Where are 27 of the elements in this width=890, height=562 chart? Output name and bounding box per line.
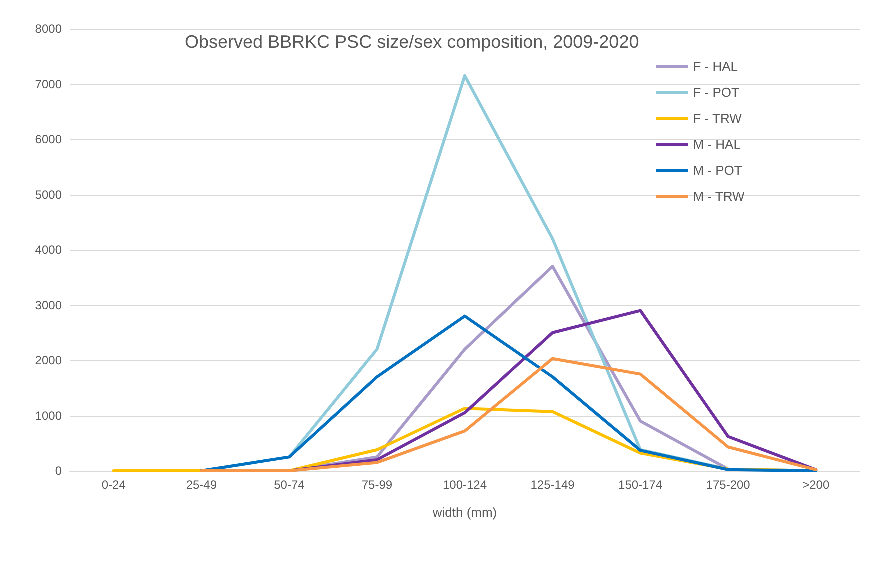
x-tick-label: 175-200 [706, 478, 751, 492]
x-tick-label: 0-24 [102, 478, 126, 492]
line-series [200, 357, 818, 472]
x-tick-label: 50-74 [274, 478, 306, 492]
x-tick-label: 125-149 [530, 478, 576, 492]
y-tick-label: 0 [55, 464, 62, 478]
x-tick-label: 25-49 [186, 478, 218, 492]
legend-label: M - POT [693, 163, 742, 178]
y-tick-label: 7000 [35, 77, 62, 92]
x-tick-label: 75-99 [362, 478, 393, 492]
legend-label: F - TRW [693, 111, 743, 126]
x-tick-label: >200 [802, 478, 830, 492]
legend-label: M - HAL [693, 137, 741, 152]
y-tick-label: 2000 [35, 354, 62, 368]
x-tick-label: 150-174 [618, 478, 663, 492]
y-tick-label: 5000 [35, 188, 62, 202]
y-tick-label: 3000 [35, 298, 62, 312]
y-tick-label: 8000 [35, 22, 62, 36]
x-axis-title: width (mm) [432, 505, 498, 520]
y-tick-label: 4000 [35, 243, 62, 257]
y-tick-label: 1000 [35, 408, 62, 423]
chart-title: Observed BBRKC PSC size/sex composition, 2009-2020 [185, 32, 640, 52]
y-tick-label: 6000 [35, 132, 62, 146]
legend-label: M - TRW [693, 189, 746, 204]
legend-label: F - HAL [693, 59, 738, 74]
x-tick-label: 100-124 [442, 478, 488, 492]
legend-label: F - POT [693, 85, 740, 100]
